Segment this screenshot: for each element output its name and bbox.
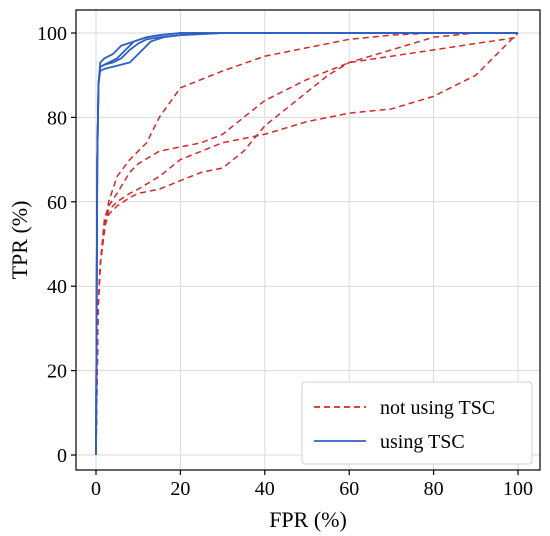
ticks: 0 20 40 60 80 100 0 20 40 60 80 100	[37, 23, 533, 500]
legend-box	[301, 381, 533, 465]
x-axis-label: FPR (%)	[269, 507, 347, 532]
x-tick-label: 60	[339, 478, 359, 500]
grid	[76, 10, 540, 470]
roc-curve-not-using-tsc-2	[95, 32, 519, 456]
roc-curve-not-using-tsc-3	[95, 32, 518, 456]
series-layer	[95, 32, 519, 456]
legend: not using TSC using TSC	[301, 381, 533, 465]
roc-curve-using-tsc-8	[95, 32, 518, 456]
y-tick-label: 60	[47, 192, 67, 214]
x-tick-label: 100	[503, 478, 533, 500]
y-axis-label: TPR (%)	[7, 201, 32, 280]
y-tick-label: 80	[47, 107, 67, 129]
legend-label-not-using-tsc: not using TSC	[380, 397, 495, 419]
roc-curve-not-using-tsc-4	[95, 36, 519, 456]
y-tick-label: 40	[47, 276, 67, 298]
x-tick-label: 0	[91, 478, 101, 500]
x-tick-label: 80	[424, 478, 444, 500]
x-tick-label: 40	[255, 478, 275, 500]
x-tick-label: 20	[170, 478, 190, 500]
y-tick-label: 0	[57, 445, 67, 467]
plot-frame	[75, 9, 541, 471]
y-tick-label: 20	[47, 361, 67, 383]
legend-label-using-tsc: using TSC	[380, 431, 465, 453]
y-tick-label: 100	[37, 23, 67, 45]
